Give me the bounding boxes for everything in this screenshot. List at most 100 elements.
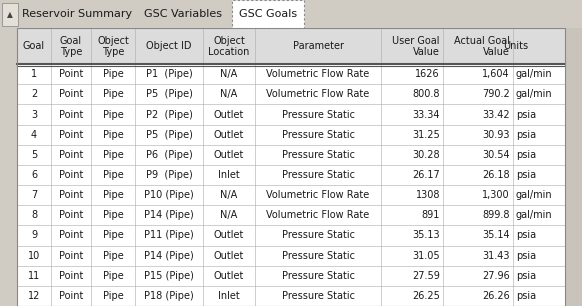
- Text: Point: Point: [59, 69, 83, 79]
- Text: psia: psia: [516, 110, 536, 120]
- Text: Outlet: Outlet: [214, 130, 244, 140]
- Text: 30.93: 30.93: [482, 130, 510, 140]
- Text: Point: Point: [59, 110, 83, 120]
- Text: Pressure Static: Pressure Static: [282, 110, 354, 120]
- Text: gal/min: gal/min: [516, 190, 553, 200]
- Text: psia: psia: [516, 170, 536, 180]
- Text: psia: psia: [516, 291, 536, 301]
- Text: Point: Point: [59, 150, 83, 160]
- Text: Outlet: Outlet: [214, 271, 244, 281]
- Bar: [17, 104, 565, 125]
- Text: Outlet: Outlet: [214, 150, 244, 160]
- Text: Pressure Static: Pressure Static: [282, 130, 354, 140]
- Text: Pressure Static: Pressure Static: [282, 251, 354, 261]
- Bar: [17, 185, 565, 205]
- Text: Pipe: Pipe: [102, 210, 123, 220]
- Text: 4: 4: [31, 130, 37, 140]
- Text: Point: Point: [59, 190, 83, 200]
- Text: Point: Point: [59, 291, 83, 301]
- Text: Pipe: Pipe: [102, 170, 123, 180]
- Bar: [17, 245, 565, 266]
- Text: Inlet: Inlet: [218, 170, 240, 180]
- Bar: [17, 286, 565, 306]
- Text: 8: 8: [31, 210, 37, 220]
- Text: Units: Units: [503, 41, 528, 51]
- Text: N/A: N/A: [221, 89, 237, 99]
- Text: Pipe: Pipe: [102, 130, 123, 140]
- Text: P14 (Pipe): P14 (Pipe): [144, 210, 194, 220]
- Text: 5: 5: [31, 150, 37, 160]
- Text: Object
Type: Object Type: [97, 36, 129, 57]
- Bar: [17, 125, 565, 145]
- Text: Volumetric Flow Rate: Volumetric Flow Rate: [267, 190, 370, 200]
- Text: 26.25: 26.25: [412, 291, 440, 301]
- Text: P18 (Pipe): P18 (Pipe): [144, 291, 194, 301]
- Text: GSC Variables: GSC Variables: [144, 9, 222, 19]
- Text: P11 (Pipe): P11 (Pipe): [144, 230, 194, 241]
- Text: 800.8: 800.8: [413, 89, 440, 99]
- Text: P9  (Pipe): P9 (Pipe): [146, 170, 193, 180]
- Text: Pipe: Pipe: [102, 230, 123, 241]
- Text: User Goal
Value: User Goal Value: [392, 36, 440, 57]
- Text: Point: Point: [59, 251, 83, 261]
- Text: N/A: N/A: [221, 190, 237, 200]
- Text: Reservoir Summary: Reservoir Summary: [22, 9, 132, 19]
- Text: 1,604: 1,604: [482, 69, 510, 79]
- Text: 7: 7: [31, 190, 37, 200]
- Bar: [565, 28, 582, 306]
- Text: psia: psia: [516, 150, 536, 160]
- Text: P2  (Pipe): P2 (Pipe): [146, 110, 193, 120]
- Text: Pipe: Pipe: [102, 271, 123, 281]
- Text: Point: Point: [59, 230, 83, 241]
- Text: Pressure Static: Pressure Static: [282, 291, 354, 301]
- Text: Point: Point: [59, 271, 83, 281]
- Text: Pipe: Pipe: [102, 291, 123, 301]
- Text: Parameter: Parameter: [293, 41, 343, 51]
- Bar: [17, 145, 565, 165]
- Text: 11: 11: [28, 271, 40, 281]
- Text: 790.2: 790.2: [482, 89, 510, 99]
- Text: 26.18: 26.18: [482, 170, 510, 180]
- Text: 1,300: 1,300: [482, 190, 510, 200]
- Text: 10: 10: [28, 251, 40, 261]
- Bar: [2, 3, 18, 26]
- Bar: [17, 84, 565, 104]
- Bar: [17, 226, 565, 245]
- Text: 1308: 1308: [416, 190, 440, 200]
- Text: P14 (Pipe): P14 (Pipe): [144, 251, 194, 261]
- Text: Volumetric Flow Rate: Volumetric Flow Rate: [267, 89, 370, 99]
- Text: P5  (Pipe): P5 (Pipe): [146, 89, 193, 99]
- Text: Pipe: Pipe: [102, 89, 123, 99]
- Text: Pipe: Pipe: [102, 251, 123, 261]
- Text: P1  (Pipe): P1 (Pipe): [146, 69, 193, 79]
- Text: 31.43: 31.43: [482, 251, 510, 261]
- Text: 899.8: 899.8: [482, 210, 510, 220]
- Text: 33.34: 33.34: [413, 110, 440, 120]
- Text: Pipe: Pipe: [102, 69, 123, 79]
- Text: 2: 2: [31, 89, 37, 99]
- Text: 27.96: 27.96: [482, 271, 510, 281]
- Text: Point: Point: [59, 210, 83, 220]
- Text: Volumetric Flow Rate: Volumetric Flow Rate: [267, 210, 370, 220]
- Text: 31.05: 31.05: [413, 251, 440, 261]
- Text: 27.59: 27.59: [412, 271, 440, 281]
- Text: Actual Goal
Value: Actual Goal Value: [454, 36, 510, 57]
- Text: Outlet: Outlet: [214, 230, 244, 241]
- Text: Object ID: Object ID: [146, 41, 191, 51]
- Text: Inlet: Inlet: [218, 291, 240, 301]
- Text: Pipe: Pipe: [102, 150, 123, 160]
- Text: 891: 891: [421, 210, 440, 220]
- Text: Point: Point: [59, 170, 83, 180]
- Text: 35.13: 35.13: [413, 230, 440, 241]
- Text: N/A: N/A: [221, 69, 237, 79]
- Text: psia: psia: [516, 230, 536, 241]
- Text: Pressure Static: Pressure Static: [282, 230, 354, 241]
- Text: P15 (Pipe): P15 (Pipe): [144, 271, 194, 281]
- Text: 26.17: 26.17: [412, 170, 440, 180]
- Text: Outlet: Outlet: [214, 251, 244, 261]
- Bar: [17, 64, 565, 84]
- Text: 1: 1: [31, 69, 37, 79]
- Text: gal/min: gal/min: [516, 89, 553, 99]
- Text: gal/min: gal/min: [516, 210, 553, 220]
- Bar: [17, 28, 565, 64]
